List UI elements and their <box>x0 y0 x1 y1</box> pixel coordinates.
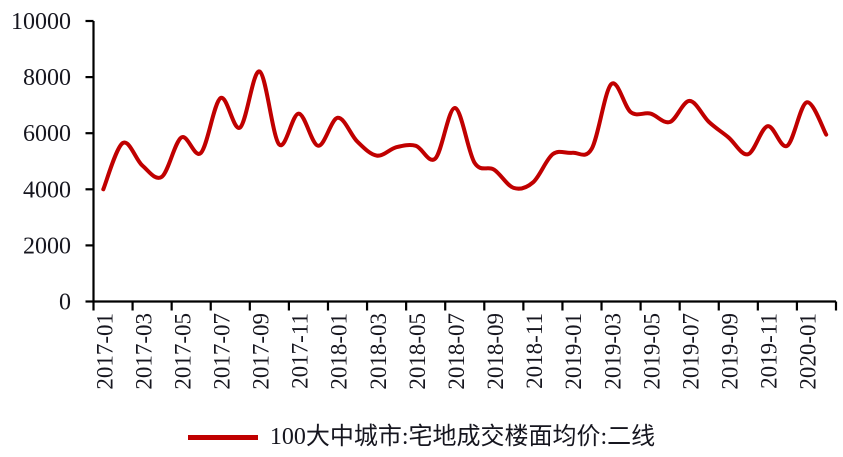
x-tick-label: 2018-11 <box>522 313 547 389</box>
x-tick-label: 2019-07 <box>678 313 703 390</box>
x-tick-label: 2019-05 <box>639 313 664 390</box>
line-chart-canvas: 0 2000 4000 6000 8000 10000 2017-01 2017-03 2017… <box>11 9 838 390</box>
y-tick-label: 4000 <box>23 177 71 203</box>
x-tick-label: 2017-09 <box>249 313 274 390</box>
x-tick-label: 2017-05 <box>170 313 195 390</box>
x-tick-label: 2017-03 <box>131 313 156 390</box>
x-tick-label: 2019-03 <box>600 313 625 390</box>
x-tick-label: 2018-05 <box>405 313 430 390</box>
x-tick-label: 2017-01 <box>92 313 117 390</box>
legend: 100大中城市:宅地成交楼面均价:二线 <box>0 424 843 450</box>
y-tick-label: 10000 <box>11 9 71 35</box>
data-line-series <box>101 69 829 192</box>
y-tick-label: 0 <box>59 290 71 316</box>
x-tick-label: 2020-01 <box>796 313 821 390</box>
legend-line-swatch <box>187 434 258 440</box>
x-tick-label: 2019-01 <box>561 313 586 390</box>
x-tick-label: 2017-11 <box>288 313 313 389</box>
x-tick-label: 2018-09 <box>483 313 508 390</box>
axes <box>92 21 836 303</box>
x-tick-label: 2018-07 <box>444 313 469 390</box>
x-tick-label: 2019-11 <box>757 313 782 389</box>
y-tick-label: 2000 <box>23 233 71 259</box>
x-tick-label: 2019-09 <box>718 313 743 390</box>
y-tick-label: 8000 <box>23 65 71 91</box>
x-tick-label: 2018-03 <box>366 313 391 390</box>
x-tick-label: 2017-07 <box>210 313 235 390</box>
y-tick-label: 6000 <box>23 121 71 147</box>
x-tick-label: 2018-01 <box>327 313 352 390</box>
legend-label: 100大中城市:宅地成交楼面均价:二线 <box>269 424 656 450</box>
